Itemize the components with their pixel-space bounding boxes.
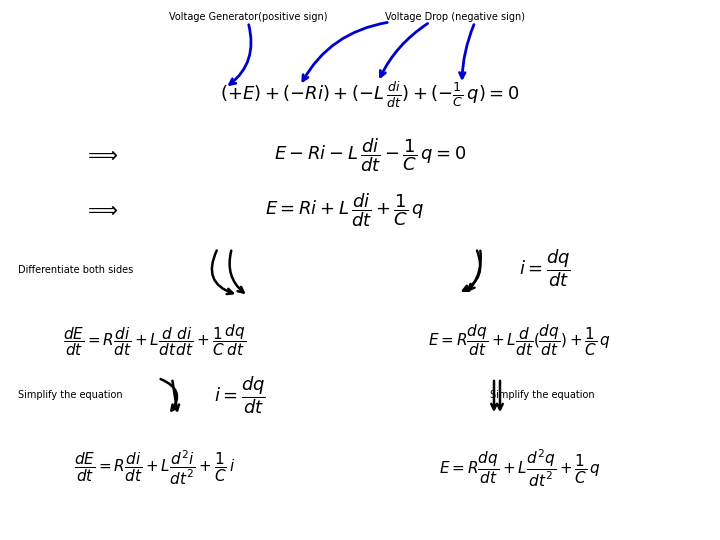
Text: $i=\dfrac{dq}{dt}$: $i=\dfrac{dq}{dt}$ (214, 374, 266, 416)
Text: $E=R\dfrac{dq}{dt}+L\dfrac{d}{dt}(\dfrac{dq}{dt})+\dfrac{1}{C}\,q$: $E=R\dfrac{dq}{dt}+L\dfrac{d}{dt}(\dfrac… (428, 322, 611, 358)
Text: $\dfrac{dE}{dt}=R\dfrac{di}{dt}+L\dfrac{d^2i}{dt^2}+\dfrac{1}{C}\,i$: $\dfrac{dE}{dt}=R\dfrac{di}{dt}+L\dfrac{… (74, 449, 235, 487)
Text: $\dfrac{dE}{dt}=R\dfrac{di}{dt}+L\dfrac{d}{dt}\dfrac{di}{dt}+\dfrac{1}{C}\dfrac{: $\dfrac{dE}{dt}=R\dfrac{di}{dt}+L\dfrac{… (63, 322, 246, 358)
Text: Simplify the equation: Simplify the equation (18, 390, 122, 400)
Text: Voltage Generator(positive sign): Voltage Generator(positive sign) (168, 12, 328, 22)
Text: $\Longrightarrow$: $\Longrightarrow$ (83, 145, 117, 165)
Text: Voltage Drop (negative sign): Voltage Drop (negative sign) (385, 12, 525, 22)
Text: $\Longrightarrow$: $\Longrightarrow$ (83, 200, 117, 219)
Text: $E=Ri+L\,\dfrac{di}{dt}+\dfrac{1}{C}\,q$: $E=Ri+L\,\dfrac{di}{dt}+\dfrac{1}{C}\,q$ (266, 191, 425, 229)
Text: $i=\dfrac{dq}{dt}$: $i=\dfrac{dq}{dt}$ (519, 247, 571, 289)
Text: Simplify the equation: Simplify the equation (490, 390, 595, 400)
Text: Differentiate both sides: Differentiate both sides (18, 265, 133, 275)
Text: $E=R\dfrac{dq}{dt}+L\dfrac{d^2q}{dt^2}+\dfrac{1}{C}\,q$: $E=R\dfrac{dq}{dt}+L\dfrac{d^2q}{dt^2}+\… (439, 448, 601, 489)
Text: $(+E)+(- Ri)+(-L\,\frac{di}{dt})+(- \frac{1}{C}\,q)=0$: $(+E)+(- Ri)+(-L\,\frac{di}{dt})+(- \fra… (220, 80, 520, 110)
Text: $E-Ri-L\,\dfrac{di}{dt}-\dfrac{1}{C}\,q=0$: $E-Ri-L\,\dfrac{di}{dt}-\dfrac{1}{C}\,q=… (274, 136, 466, 174)
